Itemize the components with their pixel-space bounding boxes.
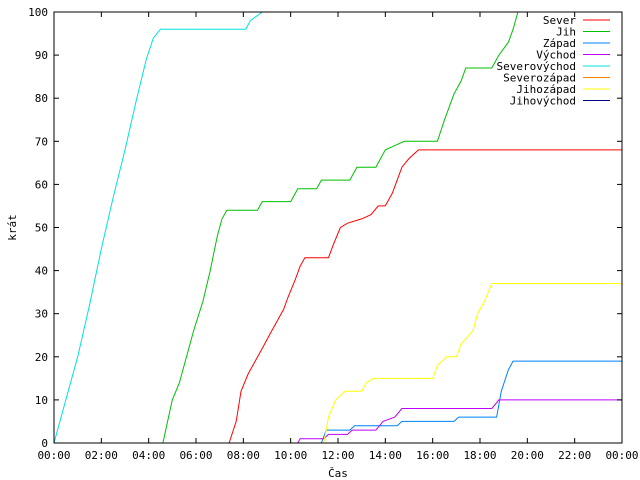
series-line-1 [54,149,622,443]
series-line-4 [54,399,622,443]
x-axis-label: Čas [328,467,348,480]
legend: SeverJihZápadVýchodSeverovýchodSeverozáp… [497,14,610,108]
x-tick-label: 18:00 [463,449,496,462]
x-tick-label: 22:00 [558,449,591,462]
y-tick-label: 40 [35,265,48,278]
y-tick-label: 90 [35,49,48,62]
x-tick-label: 06:00 [179,449,212,462]
x-tick-label: 00:00 [37,449,70,462]
legend-label: Severozápad [503,72,576,85]
y-axis-label: krát [6,214,19,241]
series-line-2 [54,12,519,443]
tick-layer [53,11,623,444]
legend-label: Jihovýchod [510,95,576,108]
x-tick-label: 10:00 [274,449,307,462]
legend-label: Jih [556,26,576,39]
x-tick-label: 00:00 [605,449,638,462]
legend-label: Západ [543,37,576,50]
x-tick-label: 02:00 [85,449,118,462]
series-line-7 [54,283,622,443]
y-tick-label: 10 [35,394,48,407]
x-tick-label: 08:00 [227,449,260,462]
y-tick-label: 80 [35,92,48,105]
x-tick-label: 16:00 [416,449,449,462]
y-tick-label: 20 [35,351,48,364]
series-line-5 [54,12,263,443]
y-tick-label: 30 [35,308,48,321]
x-tick-label: 20:00 [511,449,544,462]
y-tick-label: 50 [35,222,48,235]
x-tick-label: 04:00 [132,449,165,462]
tick-label-layer: 00:00 02:00 04:00 06:00 08:00 10:00 12:00 14:00… [28,6,638,462]
legend-label: Východ [536,49,576,62]
y-tick-label: 60 [35,178,48,191]
y-tick-label: 100 [28,6,48,19]
series-layer [54,12,622,443]
legend-label: Sever [543,14,576,27]
series-line-3 [54,360,622,443]
legend-label: Severovýchod [497,60,576,73]
y-tick-label: 0 [41,437,48,450]
legend-label: Jihozápad [516,83,576,96]
x-tick-label: 14:00 [369,449,402,462]
x-tick-label: 12:00 [321,449,354,462]
y-tick-label: 70 [35,135,48,148]
